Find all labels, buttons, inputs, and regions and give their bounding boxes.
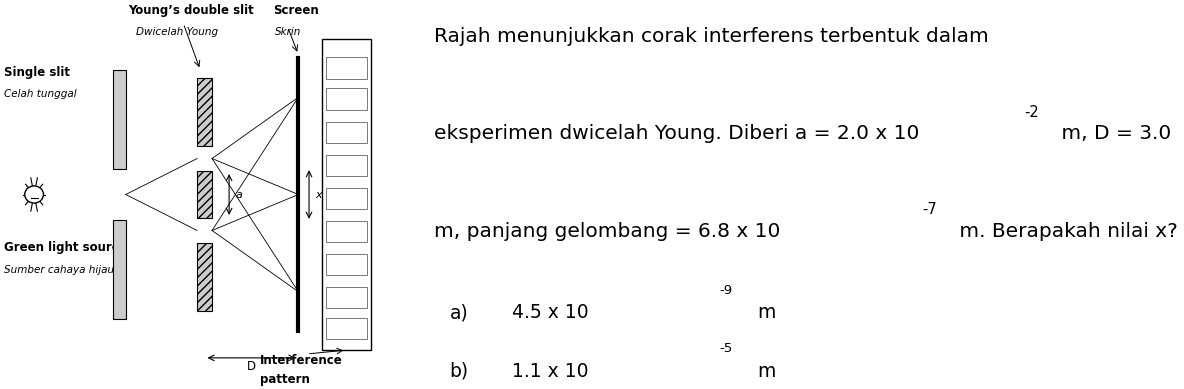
Text: Celah tunggal: Celah tunggal <box>5 89 77 100</box>
Bar <box>197 78 212 146</box>
Text: Single slit: Single slit <box>5 66 70 79</box>
Text: b): b) <box>450 362 469 381</box>
Bar <box>326 254 367 275</box>
Text: a): a) <box>450 303 468 322</box>
Bar <box>326 88 367 110</box>
Bar <box>326 188 367 209</box>
Text: m, D = 3.0: m, D = 3.0 <box>1055 124 1171 144</box>
Text: a: a <box>236 189 243 200</box>
Bar <box>197 171 212 218</box>
Text: Green light source: Green light source <box>5 241 127 254</box>
Text: Skrin: Skrin <box>275 27 301 37</box>
Bar <box>326 155 367 176</box>
Bar <box>326 57 367 79</box>
Text: Young’s double slit: Young’s double slit <box>128 4 253 17</box>
Text: m: m <box>752 303 777 322</box>
Text: 4.5 x 10: 4.5 x 10 <box>511 303 588 322</box>
Bar <box>326 221 367 242</box>
Text: Rajah menunjukkan corak interferens terbentuk dalam: Rajah menunjukkan corak interferens terb… <box>433 27 989 46</box>
Bar <box>112 220 126 319</box>
Text: -2: -2 <box>1024 105 1038 120</box>
Text: Screen: Screen <box>272 4 318 17</box>
Bar <box>326 287 367 308</box>
Text: Dwicelah Young: Dwicelah Young <box>136 27 219 37</box>
Text: m: m <box>752 362 777 381</box>
Text: D: D <box>247 360 256 373</box>
Text: -5: -5 <box>719 342 732 355</box>
Text: Interference: Interference <box>260 354 342 367</box>
Text: Sumber cahaya hijau: Sumber cahaya hijau <box>5 265 115 275</box>
Bar <box>197 243 212 311</box>
Bar <box>322 39 371 350</box>
Text: 1.1 x 10: 1.1 x 10 <box>511 362 588 381</box>
Text: eksperimen dwicelah Young. Diberi a = 2.0 x 10: eksperimen dwicelah Young. Diberi a = 2.… <box>433 124 919 144</box>
Text: m, panjang gelombang = 6.8 x 10: m, panjang gelombang = 6.8 x 10 <box>433 222 780 241</box>
Text: -7: -7 <box>922 202 937 217</box>
Text: m. Berapakah nilai x?: m. Berapakah nilai x? <box>953 222 1178 241</box>
Bar <box>326 318 367 339</box>
Text: x: x <box>315 189 322 200</box>
Text: pattern: pattern <box>260 373 310 386</box>
Circle shape <box>25 186 44 203</box>
Text: -9: -9 <box>719 284 732 297</box>
Bar <box>112 70 126 169</box>
Bar <box>326 121 367 143</box>
